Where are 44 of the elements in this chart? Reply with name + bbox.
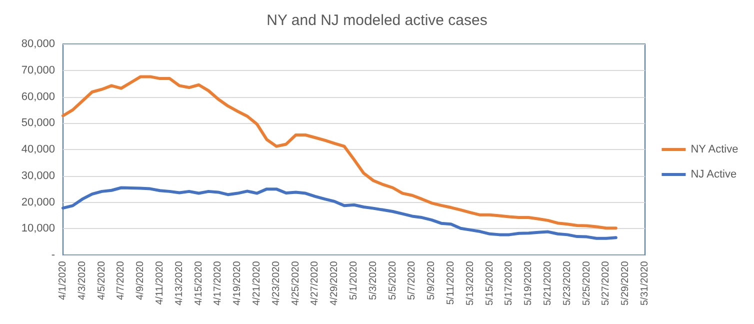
y-tick-label: 30,000: [21, 170, 55, 182]
legend-label: NJ Active: [690, 168, 737, 180]
x-tick-label: 5/5/2020: [387, 260, 398, 300]
x-tick-label: 5/19/2020: [523, 260, 534, 306]
x-tick-label: 4/3/2020: [76, 260, 88, 300]
x-tick-label: 5/1/2020: [348, 260, 360, 300]
x-tick-label: 4/5/2020: [96, 260, 108, 300]
x-tick-label: 5/21/2020: [542, 260, 554, 306]
x-tick-label: 4/7/2020: [116, 260, 127, 300]
x-tick-label: 4/15/2020: [193, 260, 204, 306]
legend-label: NY Active: [690, 144, 738, 156]
x-tick-label: 4/9/2020: [135, 260, 146, 300]
x-tick-label: 4/21/2020: [252, 260, 262, 306]
x-tick-label: 4/23/2020: [270, 260, 282, 306]
x-tick-label: 4/25/2020: [290, 260, 302, 306]
x-tick-label: 5/9/2020: [426, 260, 438, 300]
x-tick-label: 4/19/2020: [232, 260, 244, 306]
y-tick-label: -: [51, 249, 56, 261]
line-series: [62, 75, 618, 230]
y-tick-label: 20,000: [21, 196, 55, 208]
x-tick-label: 4/27/2020: [310, 260, 321, 306]
x-tick-label: 5/3/2020: [368, 260, 379, 300]
x-tick-label: 5/31/2020: [640, 260, 650, 306]
x-tick-label: 5/11/2020: [446, 260, 456, 305]
x-tick-label: 5/27/2020: [600, 260, 612, 306]
x-tick-label: 4/11/2020: [154, 260, 166, 305]
x-tick-label: 5/25/2020: [581, 260, 592, 306]
x-tick-label: 5/23/2020: [562, 260, 573, 306]
x-tick-label: 5/7/2020: [406, 260, 418, 300]
chart-title: NY and NJ modeled active cases: [266, 12, 488, 29]
y-tick-label: 10,000: [21, 222, 55, 235]
x-tick-label: 5/13/2020: [464, 260, 476, 306]
y-tick-label: 50,000: [21, 117, 55, 130]
y-tick-label: 40,000: [21, 144, 55, 156]
x-tick-label: 4/29/2020: [329, 260, 340, 306]
x-tick-label: 5/15/2020: [484, 260, 496, 306]
y-tick-label: 60,000: [21, 90, 55, 103]
x-tick-label: 5/17/2020: [504, 260, 515, 306]
x-tick-label: 5/29/2020: [620, 260, 632, 306]
y-tick-label: 80,000: [21, 38, 55, 50]
y-tick-label: 70,000: [21, 64, 55, 76]
x-tick-label: 4/1/2020: [58, 260, 68, 300]
x-tick-label: 4/17/2020: [212, 260, 224, 306]
x-tick-label: 4/13/2020: [174, 260, 185, 306]
